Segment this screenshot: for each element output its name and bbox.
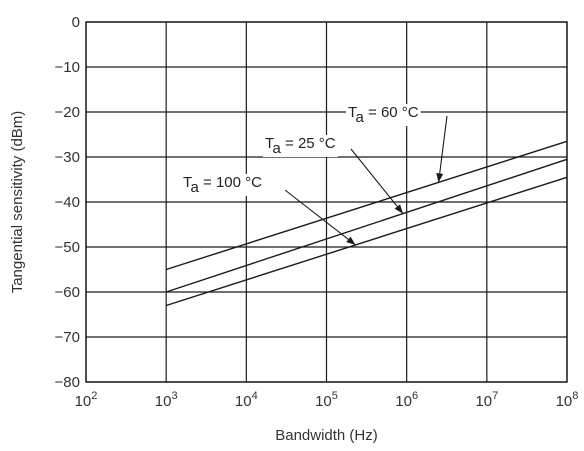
y-tick-label: −80 bbox=[55, 374, 80, 391]
y-tick-label: −70 bbox=[55, 329, 80, 346]
annotation-label: Ta = 25 °C bbox=[265, 135, 336, 157]
x-tick-label: 103 bbox=[155, 390, 178, 410]
y-tick-label: −40 bbox=[55, 194, 80, 211]
x-tick-label: 108 bbox=[556, 390, 579, 410]
series-line bbox=[165, 176, 568, 307]
annotation-background bbox=[181, 174, 265, 196]
grid bbox=[85, 21, 568, 383]
annotation-background bbox=[346, 104, 421, 126]
y-tick-label: −20 bbox=[55, 104, 80, 121]
x-tick-label: 102 bbox=[75, 390, 98, 410]
annotation-arrowhead bbox=[346, 236, 356, 245]
y-tick-label: −10 bbox=[55, 59, 80, 76]
y-axis-label: Tangential sensitivity (dBm) bbox=[9, 111, 26, 294]
x-tick-label: 107 bbox=[475, 390, 498, 410]
annotations: Ta = 60 °C Ta = 25 °CTa = 100 °C bbox=[181, 104, 421, 196]
x-tick-label: 105 bbox=[315, 390, 338, 410]
annotation-leader bbox=[350, 148, 404, 214]
annotation-leaders bbox=[284, 115, 448, 246]
annotation-arrowhead bbox=[436, 172, 444, 183]
y-tick-label: −30 bbox=[55, 149, 80, 166]
x-tick-label: 104 bbox=[235, 390, 258, 410]
series-lines bbox=[165, 140, 568, 307]
annotation-leader bbox=[438, 115, 448, 183]
annotation-label: Ta = 60 °C bbox=[348, 104, 419, 126]
y-tick-label: −50 bbox=[55, 239, 80, 256]
annotation-background bbox=[263, 135, 338, 157]
x-tick-label: 106 bbox=[395, 390, 418, 410]
y-tick-label: 0 bbox=[72, 14, 80, 31]
x-axis-label: Bandwidth (Hz) bbox=[275, 427, 378, 444]
series-line bbox=[165, 158, 568, 293]
plot-frame bbox=[85, 21, 568, 383]
annotation-label: Ta = 100 °C bbox=[183, 174, 262, 196]
y-tick-label: −60 bbox=[55, 284, 80, 301]
annotation-arrowhead bbox=[394, 204, 403, 214]
series-line bbox=[165, 140, 568, 271]
annotation-leader bbox=[284, 189, 356, 246]
